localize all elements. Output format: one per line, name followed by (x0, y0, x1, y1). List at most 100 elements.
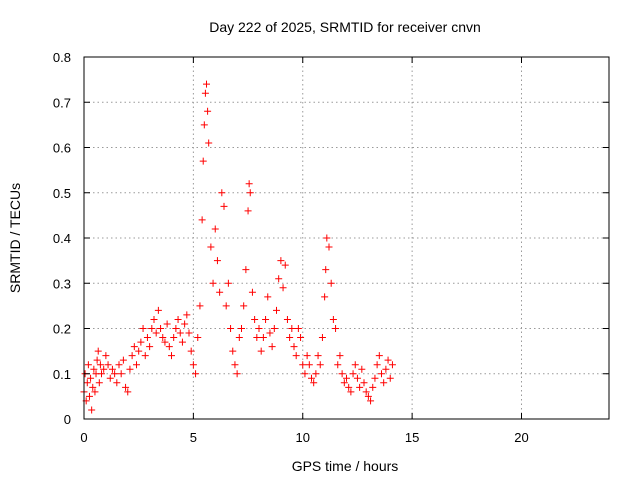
data-point (108, 365, 116, 373)
data-point (279, 284, 287, 292)
data-point (246, 189, 254, 197)
data-point (277, 257, 285, 265)
data-point (262, 315, 270, 323)
data-point (98, 370, 105, 378)
data-point (189, 361, 197, 369)
data-point (207, 243, 215, 251)
data-point (95, 379, 103, 387)
data-point (316, 361, 324, 369)
data-point (266, 329, 274, 337)
data-point (216, 288, 224, 296)
data-point (353, 374, 361, 382)
data-point (362, 388, 370, 396)
data-point (211, 225, 219, 233)
data-point (192, 370, 200, 378)
grid-lines (84, 57, 609, 419)
data-point (308, 374, 315, 382)
data-point (87, 374, 95, 382)
data-point (347, 388, 355, 396)
data-point (297, 334, 305, 342)
data-point (255, 325, 263, 332)
data-point (196, 302, 204, 310)
data-point (299, 361, 307, 369)
data-point (286, 334, 294, 342)
data-point (356, 383, 364, 391)
data-point (233, 370, 241, 378)
data-point (100, 365, 108, 373)
data-point (94, 347, 102, 355)
data-point (259, 334, 267, 342)
data-point (343, 374, 350, 382)
data-point (113, 379, 121, 387)
data-point (323, 234, 331, 242)
data-point (137, 338, 145, 346)
data-point (373, 361, 381, 369)
data-point (198, 216, 206, 224)
data-point (322, 266, 330, 274)
data-point (358, 365, 366, 373)
data-point (240, 302, 248, 310)
data-point (310, 379, 318, 387)
data-point (115, 361, 123, 369)
data-point (290, 343, 298, 351)
data-point (312, 370, 320, 378)
data-point (367, 397, 375, 405)
data-point (218, 189, 226, 197)
data-point (148, 325, 156, 332)
y-tick-label: 0.7 (53, 95, 71, 110)
data-point (275, 275, 283, 283)
data-point (227, 325, 235, 332)
data-point (178, 338, 186, 346)
data-point (174, 315, 182, 323)
data-point (336, 352, 344, 360)
data-point (183, 311, 191, 319)
data-point (150, 315, 158, 323)
data-point (106, 374, 114, 382)
data-point (165, 343, 173, 351)
data-point (349, 370, 357, 378)
data-point (141, 352, 149, 360)
data-point (159, 334, 167, 342)
data-point (332, 325, 340, 332)
data-point (222, 302, 230, 310)
data-point (194, 334, 202, 342)
data-point (139, 325, 147, 332)
data-point (303, 352, 311, 360)
data-point (203, 80, 210, 88)
data-point (117, 370, 125, 378)
y-tick-label: 0.2 (53, 322, 71, 337)
data-point (327, 279, 335, 287)
data-point (88, 406, 96, 414)
data-point (273, 306, 280, 314)
data-point (161, 338, 169, 346)
chart-title: Day 222 of 2025, SRMTID for receiver cnv… (209, 19, 481, 35)
data-point (294, 325, 302, 332)
data-point (154, 306, 162, 314)
data-point (244, 207, 252, 215)
data-point (338, 370, 346, 378)
data-point (128, 352, 136, 360)
data-point (96, 361, 104, 369)
data-point (364, 392, 372, 400)
data-point (133, 361, 140, 369)
x-tick-label: 15 (405, 430, 419, 445)
data-point (229, 347, 237, 355)
data-point (168, 352, 175, 360)
data-point (378, 370, 385, 378)
data-point (386, 374, 394, 382)
data-point (170, 334, 178, 342)
data-point (176, 329, 184, 337)
data-point (371, 374, 379, 382)
data-point (119, 356, 127, 364)
data-point (143, 334, 151, 342)
x-tick-label: 0 (80, 430, 87, 445)
data-point (83, 379, 91, 387)
data-point (124, 388, 132, 396)
data-point (213, 257, 221, 265)
data-point (369, 383, 377, 391)
data-point (224, 279, 232, 287)
x-tick-label: 10 (296, 430, 310, 445)
data-point (209, 279, 217, 287)
data-point (325, 243, 333, 251)
